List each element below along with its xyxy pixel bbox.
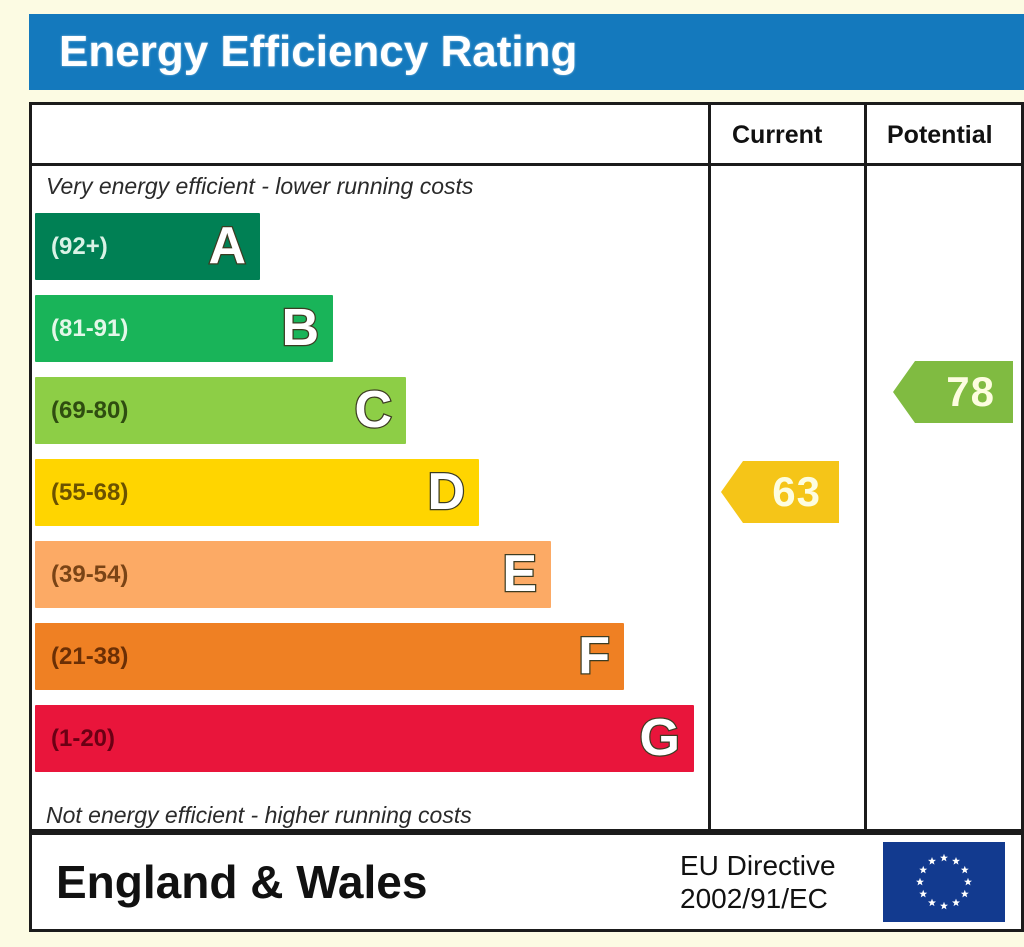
band-swatch-a	[35, 213, 260, 280]
eu-flag-icon	[883, 842, 1005, 922]
band-swatch-g	[35, 705, 694, 772]
column-divider-current	[708, 105, 711, 832]
band-swatch-e	[35, 541, 551, 608]
rating-band-e: (39-54) E	[35, 541, 551, 608]
band-range-b: (81-91)	[51, 314, 129, 342]
band-letter-b: B	[280, 298, 320, 357]
page-title: Energy Efficiency Rating	[59, 27, 578, 76]
band-range-f: (21-38)	[51, 642, 129, 670]
band-letter-d: D	[426, 462, 466, 521]
column-divider-potential	[864, 105, 867, 832]
band-letter-f: F	[577, 626, 611, 685]
band-swatch-b	[35, 295, 333, 362]
rating-marker-current: 63	[721, 461, 839, 523]
rating-table: Current Potential Very energy efficient …	[29, 102, 1024, 832]
footer-row: England & Wales EU Directive 2002/91/EC	[29, 832, 1024, 932]
eu-directive-line2: 2002/91/EC	[680, 883, 828, 914]
band-swatch-d	[35, 459, 479, 526]
band-letter-c: C	[353, 380, 393, 439]
rating-band-d: (55-68) D	[35, 459, 479, 526]
band-swatch-c	[35, 377, 406, 444]
band-letter-g: G	[638, 708, 681, 767]
eu-directive-line1: EU Directive	[680, 849, 836, 881]
rating-band-b: (81-91) B	[35, 295, 333, 362]
band-range-d: (55-68)	[51, 478, 129, 506]
rating-band-g: (1-20) G	[35, 705, 694, 772]
band-swatch-f	[35, 623, 624, 690]
band-range-c: (69-80)	[51, 396, 129, 424]
column-header-current: Current	[732, 121, 823, 149]
caption-not-efficient: Not energy efficient - higher running co…	[46, 802, 472, 828]
band-letter-e: E	[501, 544, 538, 603]
rating-bands: (92+) A (81-91) B (69-80) C (55-68) D (39-54) E (2…	[32, 105, 708, 832]
eu-directive-text: EU Directive 2002/91/EC	[680, 849, 836, 915]
band-range-a: (92+)	[51, 232, 108, 260]
band-range-e: (39-54)	[51, 560, 129, 588]
band-range-g: (1-20)	[51, 724, 116, 752]
table-header-row	[32, 105, 1021, 166]
title-bar: Energy Efficiency Rating	[29, 14, 1024, 90]
caption-very-efficient: Very energy efficient - lower running co…	[46, 173, 474, 199]
band-letter-a: A	[207, 216, 247, 275]
rating-band-f: (21-38) F	[35, 623, 624, 690]
country-label: England & Wales	[56, 856, 428, 908]
column-header-potential: Potential	[887, 121, 993, 149]
rating-band-c: (69-80) C	[35, 377, 406, 444]
rating-marker-potential: 78	[893, 361, 1013, 423]
rating-band-a: (92+) A	[35, 213, 260, 280]
